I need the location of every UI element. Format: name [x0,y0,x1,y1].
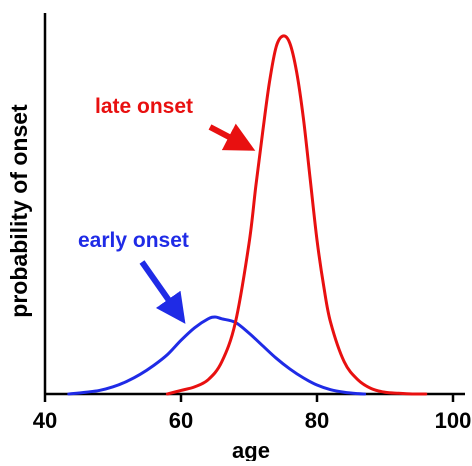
x-tick-label: 60 [169,408,193,433]
series-layer [67,34,428,396]
y-axis-label: probability of onset [6,104,32,318]
series-line-late-onset [165,34,428,396]
annotation-early-onset-arrow [139,260,186,324]
series-line-early-onset [67,315,367,396]
x-tick-label: 80 [305,408,329,433]
x-axis-label: age [232,438,270,461]
annotation-early-onset: early onset [78,229,189,252]
annotation-late-onset-arrow [208,123,256,151]
x-ticks: 40 60 80 100 [33,394,472,433]
x-tick-label: 100 [435,408,472,433]
x-tick-label: 40 [33,408,57,433]
annotation-late-onset: late onset [95,95,193,118]
